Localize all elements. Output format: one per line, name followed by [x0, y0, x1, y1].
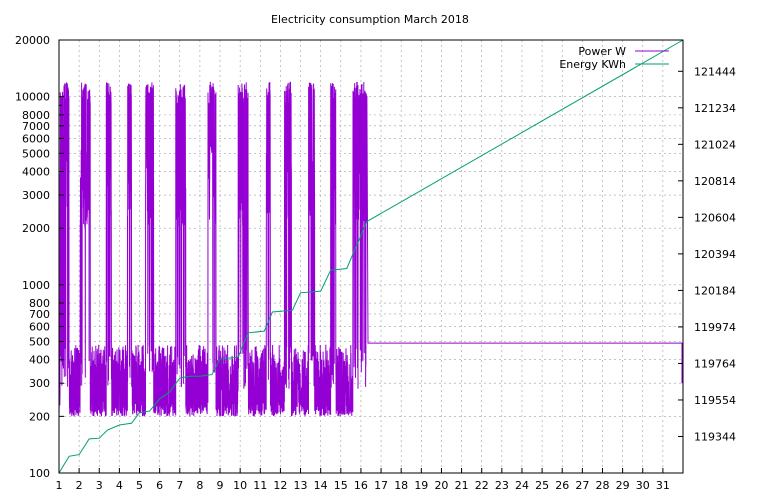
x-tick-label: 9: [217, 479, 224, 492]
y-left-tick-label: 2000: [22, 222, 50, 235]
x-tick-label: 7: [176, 479, 183, 492]
y-right-tick-label: 121444: [694, 65, 736, 78]
x-tick-label: 18: [394, 479, 408, 492]
x-tick-label: 15: [334, 479, 348, 492]
y-right-tick-label: 121024: [694, 138, 736, 151]
x-tick-label: 5: [136, 479, 143, 492]
x-tick-label: 12: [273, 479, 287, 492]
y-right-tick-label: 120604: [694, 211, 736, 224]
x-tick-label: 27: [575, 479, 589, 492]
y-left-tick-label: 4000: [22, 166, 50, 179]
series-layer: [58, 39, 684, 474]
y-left-tick-label: 300: [29, 377, 50, 390]
y-left-tick-label: 700: [29, 308, 50, 321]
y-left-tick-label: 8000: [22, 109, 50, 122]
x-tick-label: 4: [116, 479, 123, 492]
power-series-line: [58, 81, 683, 417]
y-left-tick-label: 1000: [22, 279, 50, 292]
x-tick-label: 13: [294, 479, 308, 492]
x-tick-label: 3: [96, 479, 103, 492]
legend-energy-label: Energy KWh: [559, 58, 626, 71]
y-left-tick-label: 10000: [15, 91, 50, 104]
y-right-tick-label: 121234: [694, 102, 736, 115]
y-left-tick-label: 3000: [22, 189, 50, 202]
x-tick-label: 22: [475, 479, 489, 492]
legend-power-label: Power W: [578, 45, 626, 58]
x-tick-label: 21: [455, 479, 469, 492]
x-tick-label: 20: [434, 479, 448, 492]
y-right-tick-label: 119764: [694, 357, 736, 370]
x-tick-label: 31: [656, 479, 670, 492]
y-left-tick-label: 500: [29, 335, 50, 348]
x-tick-label: 23: [495, 479, 509, 492]
y-left-tick-label: 800: [29, 297, 50, 310]
legend: Power W Energy KWh: [559, 45, 669, 71]
x-tick-label: 29: [616, 479, 630, 492]
x-tick-label: 8: [196, 479, 203, 492]
x-tick-label: 16: [354, 479, 368, 492]
y-left-tick-label: 200: [29, 410, 50, 423]
x-tick-label: 25: [535, 479, 549, 492]
x-tick-label: 30: [636, 479, 650, 492]
y-right-tick-label: 119344: [694, 430, 736, 443]
y-left-tick-label: 6000: [22, 132, 50, 145]
y-right-tick-label: 119554: [694, 394, 736, 407]
x-tick-label: 1: [56, 479, 63, 492]
y-right-tick-label: 120814: [694, 175, 736, 188]
y-left-tick-label: 400: [29, 354, 50, 367]
y-left-tick-label: 5000: [22, 147, 50, 160]
y-right-tick-label: 120394: [694, 248, 736, 261]
x-tick-label: 2: [76, 479, 83, 492]
energy-series-line: [58, 39, 684, 474]
x-tick-label: 6: [156, 479, 163, 492]
x-tick-label: 28: [595, 479, 609, 492]
chart-title: Electricity consumption March 2018: [271, 13, 469, 26]
x-tick-label: 19: [414, 479, 428, 492]
x-tick-label: 24: [515, 479, 529, 492]
x-tick-label: 26: [555, 479, 569, 492]
y-right-tick-label: 119974: [694, 321, 736, 334]
y-right-tick-label: 120184: [694, 284, 736, 297]
x-tick-label: 11: [253, 479, 267, 492]
ticks: 1 2 3 4 5 6 7 8 9 10 11 12 13 14 15 16 17 18 19 20 21 22 23 24 2…: [15, 34, 736, 492]
plot-frame: [58, 39, 684, 474]
x-tick-label: 10: [233, 479, 247, 492]
x-tick-label: 17: [374, 479, 388, 492]
y-left-tick-label: 600: [29, 321, 50, 334]
y-left-tick-label: 20000: [15, 34, 50, 47]
x-tick-label: 14: [314, 479, 328, 492]
y-left-tick-label: 7000: [22, 120, 50, 133]
y-left-tick-label: 100: [29, 467, 50, 480]
